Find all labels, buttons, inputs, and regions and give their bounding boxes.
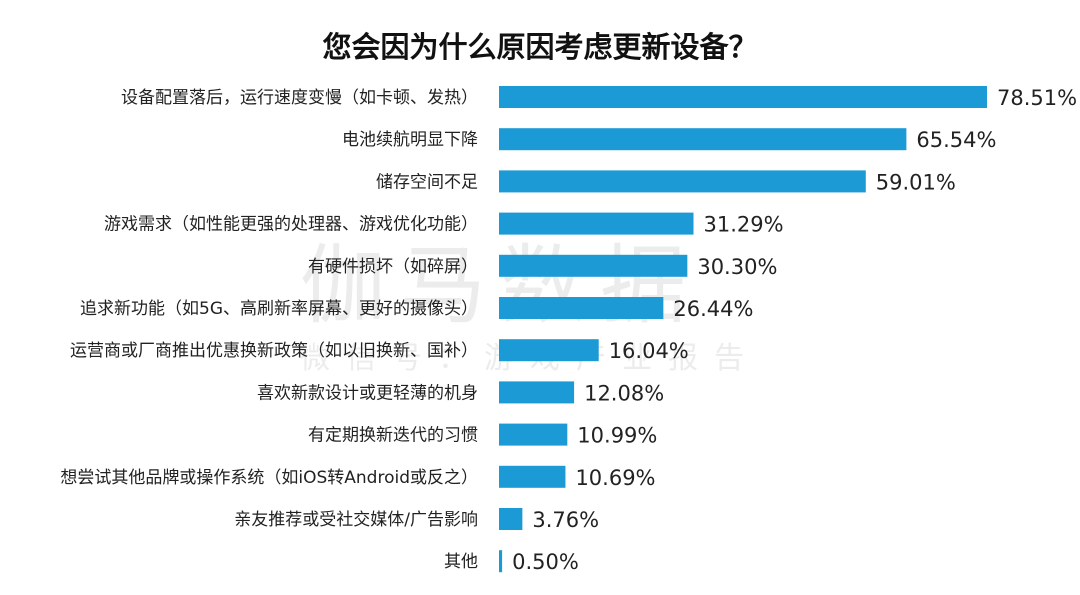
bar <box>499 212 694 235</box>
category-label: 游戏需求（如性能更强的处理器、游戏优化功能） <box>104 215 478 235</box>
value-label: 59.01% <box>876 170 956 194</box>
category-label: 储存空间不足 <box>376 172 478 192</box>
value-label: 78.51% <box>997 86 1077 110</box>
value-label: 3.76% <box>532 508 599 532</box>
value-label: 65.54% <box>916 128 996 152</box>
bar <box>499 339 599 362</box>
category-label: 电池续航明显下降 <box>342 130 478 150</box>
value-label: 0.50% <box>512 550 579 574</box>
category-label: 追求新功能（如5G、高刷新率屏幕、更好的摄像头） <box>80 299 478 319</box>
value-label: 10.69% <box>575 466 655 490</box>
bar <box>499 254 688 277</box>
bar <box>499 297 664 319</box>
category-label: 运营商或厂商推出优惠换新政策（如以旧换新、国补） <box>70 341 478 361</box>
bar <box>499 86 987 108</box>
value-label: 31.29% <box>703 213 783 237</box>
bar <box>499 465 566 488</box>
chart-title: 您会因为什么原因考虑更新设备？ <box>322 30 758 64</box>
value-label: 16.04% <box>609 339 689 363</box>
category-label: 想尝试其他品牌或操作系统（如iOS转Android或反之） <box>60 468 478 488</box>
bar <box>499 381 575 404</box>
category-label: 有硬件损坏（如碎屏） <box>308 257 478 277</box>
bar <box>499 170 866 193</box>
bar <box>499 423 568 446</box>
value-label: 30.30% <box>697 255 777 279</box>
category-label: 设备配置落后，运行速度变慢（如卡顿、发热） <box>121 87 478 108</box>
bar <box>499 128 907 151</box>
value-label: 12.08% <box>584 381 664 405</box>
category-label: 有定期换新迭代的习惯 <box>308 426 478 446</box>
category-label: 其他 <box>444 552 478 572</box>
category-label: 亲友推荐或受社交媒体/广告影响 <box>234 510 478 530</box>
value-label: 26.44% <box>673 297 753 321</box>
bar <box>499 550 503 573</box>
bar <box>499 508 523 530</box>
value-label: 10.99% <box>577 424 657 448</box>
category-label: 喜欢新款设计或更轻薄的机身 <box>257 383 478 403</box>
